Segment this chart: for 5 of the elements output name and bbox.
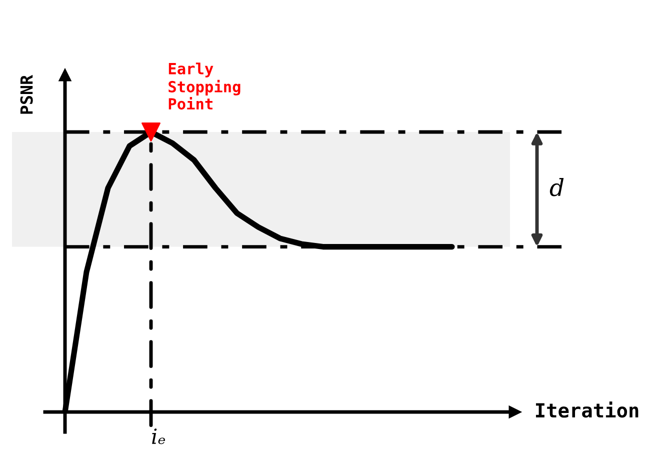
x-axis-title: Iteration — [536, 402, 638, 418]
annotation: Early Stopping Point — [168, 62, 240, 110]
y-axis-title: PSNR — [20, 74, 33, 114]
text: d — [550, 178, 564, 196]
text: iₑ — [152, 428, 165, 444]
